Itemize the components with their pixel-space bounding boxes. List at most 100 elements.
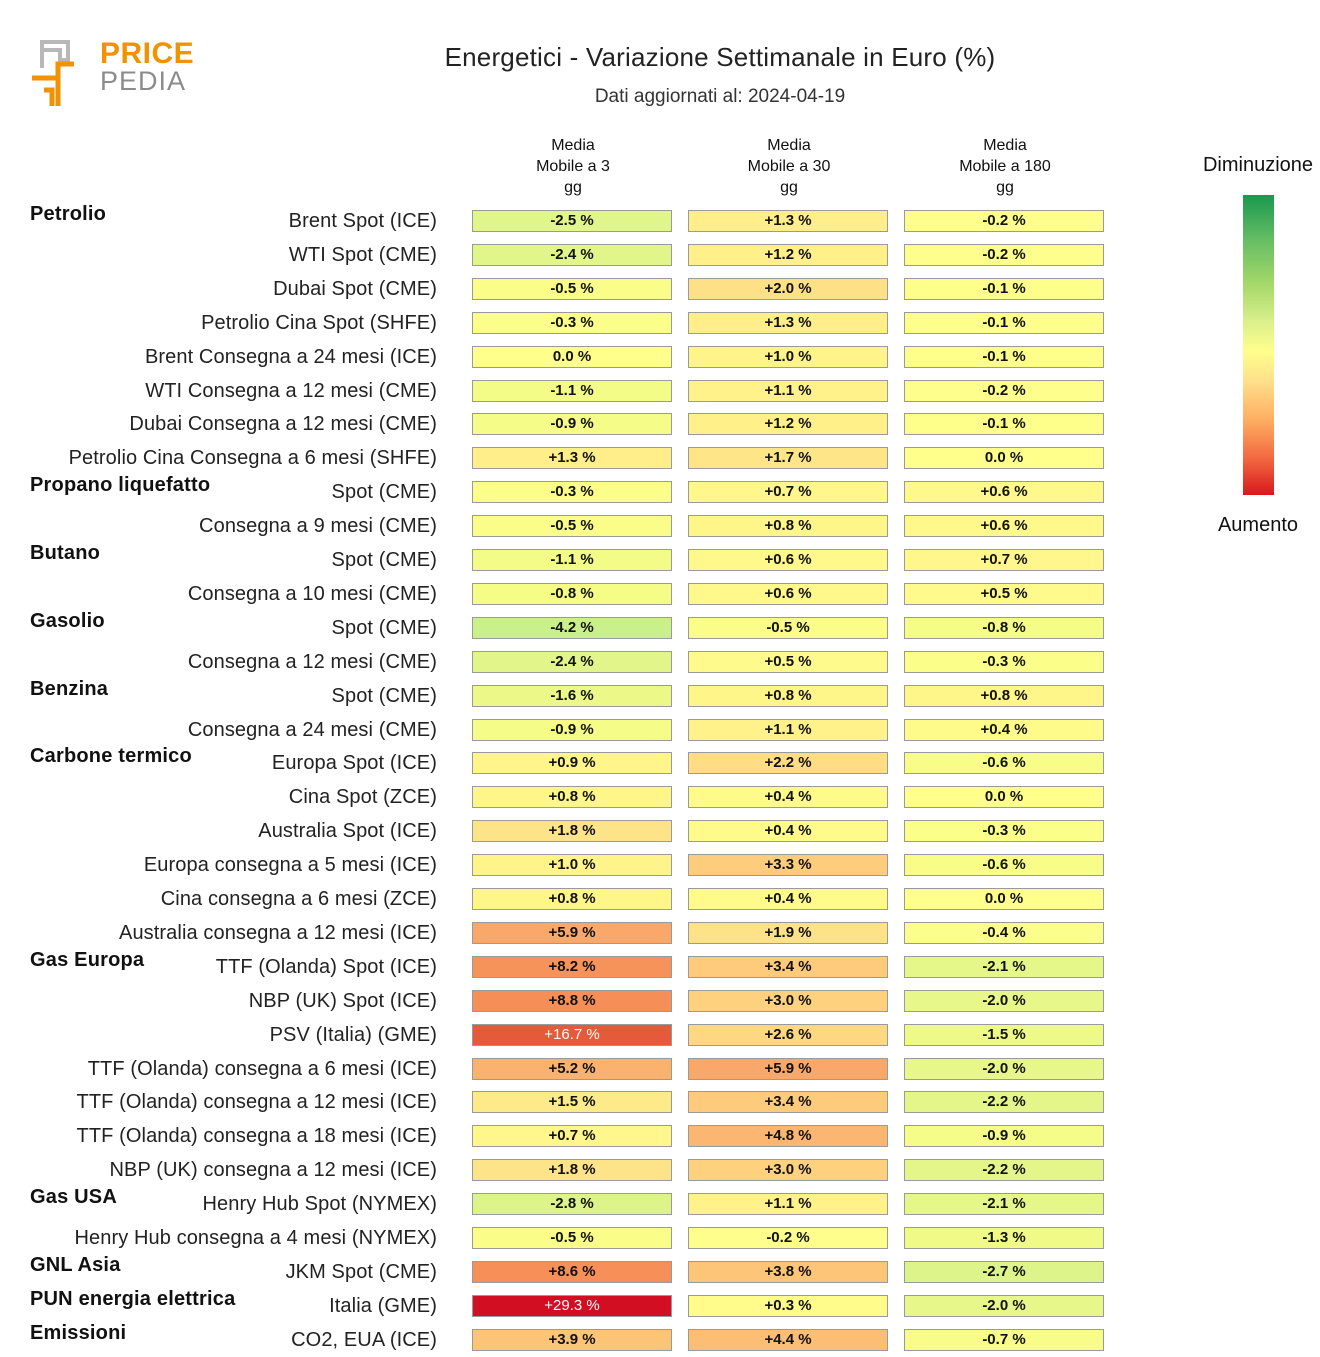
heatmap-cell: -2.0 % — [904, 989, 1104, 1012]
column-header-line: Media — [983, 137, 1027, 154]
heatmap-cell: +1.1 % — [688, 1193, 888, 1216]
column-header-line: gg — [996, 179, 1014, 196]
heatmap-cell: -2.8 % — [472, 1193, 672, 1216]
column-header-3gg: Media Mobile a 3 gg — [472, 135, 674, 198]
heatmap-cell: +5.9 % — [472, 921, 672, 944]
heatmap-cell: -2.2 % — [904, 1159, 1104, 1182]
heatmap-cell: -0.4 % — [904, 921, 1104, 944]
heatmap-cell: +0.8 % — [904, 684, 1104, 707]
heatmap-cell: +0.5 % — [688, 650, 888, 673]
heatmap-cell: -0.9 % — [472, 718, 672, 741]
logo-word-pedia: PEDIA — [100, 66, 187, 96]
heatmap-cell: -0.1 % — [904, 311, 1104, 334]
heatmap-cell: -0.6 % — [904, 854, 1104, 877]
heatmap-cell: -1.5 % — [904, 1023, 1104, 1046]
heatmap-cell: +0.4 % — [904, 718, 1104, 741]
heatmap-cell: -0.3 % — [904, 650, 1104, 673]
row-label: Cina Spot (ZCE) — [288, 786, 437, 809]
row-label: NBP (UK) consegna a 12 mesi (ICE) — [109, 1159, 437, 1182]
row-label: WTI Consegna a 12 mesi (CME) — [145, 379, 437, 402]
row-label: WTI Spot (CME) — [288, 243, 437, 266]
heatmap-cell: -0.3 % — [472, 311, 672, 334]
heatmap-cell: +0.5 % — [904, 582, 1104, 605]
heatmap-cell: +8.6 % — [472, 1260, 672, 1283]
heatmap-cell: +0.6 % — [904, 515, 1104, 538]
heatmap-cell: -2.4 % — [472, 650, 672, 673]
row-label: Brent Spot (ICE) — [288, 210, 437, 232]
heatmap-cell: -2.4 % — [472, 243, 672, 266]
chart-title: Energetici - Variazione Settimanale in E… — [444, 42, 996, 72]
chart-subtitle: Dati aggiornati al: 2024-04-19 — [594, 86, 846, 107]
heatmap-cell: -0.1 % — [904, 413, 1104, 436]
heatmap-cell: -0.2 % — [688, 1227, 888, 1249]
legend-color-scale — [1243, 195, 1274, 495]
heatmap-cell: +3.0 % — [688, 1159, 888, 1182]
heatmap-cell: +3.4 % — [688, 955, 888, 978]
group-label: Benzina — [30, 677, 109, 700]
column-header-line: Media — [767, 137, 811, 154]
heatmap-cell: -2.1 % — [904, 1193, 1104, 1216]
row-label: TTF (Olanda) consegna a 18 mesi (ICE) — [76, 1125, 437, 1148]
row-label: Henry Hub Spot (NYMEX) — [202, 1193, 437, 1216]
heatmap-cell: +0.4 % — [688, 786, 888, 809]
heatmap-cell: -0.8 % — [472, 582, 672, 605]
heatmap-cell: +1.2 % — [688, 243, 888, 266]
heatmap-cell: 0.0 % — [904, 888, 1104, 910]
heatmap-cell: +2.2 % — [688, 752, 888, 775]
heatmap-cell: -0.5 % — [472, 515, 672, 538]
heatmap-cell: +0.4 % — [688, 820, 888, 843]
heatmap-cell: +1.0 % — [688, 345, 888, 368]
row-label: Petrolio Cina Consegna a 6 mesi (SHFE) — [68, 447, 437, 470]
heatmap-cell: +0.9 % — [472, 752, 672, 775]
column-header-line: Mobile a 30 — [747, 158, 831, 175]
heatmap-cell: +1.5 % — [472, 1091, 672, 1114]
column-header-line: gg — [564, 179, 582, 196]
heatmap-cell: +5.2 % — [472, 1057, 672, 1080]
heatmap-cell: -2.0 % — [904, 1057, 1104, 1080]
heatmap-cell: +0.8 % — [472, 888, 672, 910]
row-label: Spot (CME) — [331, 684, 437, 707]
row-label: Consegna a 9 mesi (CME) — [199, 515, 437, 538]
heatmap-cell: +3.4 % — [688, 1091, 888, 1114]
row-label: Spot (CME) — [331, 549, 437, 571]
column-header-line: Mobile a 3 — [536, 158, 610, 175]
heatmap-cell: -1.1 % — [472, 549, 672, 571]
row-label: Dubai Consegna a 12 mesi (CME) — [129, 413, 437, 436]
heatmap-cell: -1.3 % — [904, 1227, 1104, 1249]
heatmap-cell: +1.7 % — [688, 447, 888, 470]
heatmap-cell: +1.0 % — [472, 854, 672, 877]
group-label: GNL Asia — [30, 1253, 121, 1276]
row-label: Consegna a 12 mesi (CME) — [187, 650, 437, 673]
heatmap-cell: -0.5 % — [472, 277, 672, 300]
legend-bottom-label: Aumento — [1217, 514, 1299, 536]
heatmap-cell: +2.0 % — [688, 277, 888, 300]
heatmap-cell: -2.5 % — [472, 210, 672, 232]
heatmap-cell: 0.0 % — [904, 447, 1104, 470]
column-header-180gg: Media Mobile a 180 gg — [904, 135, 1106, 198]
heatmap-cell: +8.8 % — [472, 989, 672, 1012]
pricepedia-logo: PRICE PEDIA — [30, 38, 200, 110]
heatmap-cell: +3.3 % — [688, 854, 888, 877]
heatmap-cell: +29.3 % — [472, 1294, 672, 1317]
heatmap-cell: -0.8 % — [904, 616, 1104, 639]
row-label: Dubai Spot (CME) — [273, 277, 437, 300]
group-label: Propano liquefatto — [30, 474, 211, 497]
group-label: Gas USA — [30, 1186, 117, 1209]
heatmap-cell: +3.8 % — [688, 1260, 888, 1283]
heatmap-cell: -0.9 % — [472, 413, 672, 436]
heatmap-cell: -2.2 % — [904, 1091, 1104, 1114]
heatmap-cell: +1.1 % — [688, 718, 888, 741]
heatmap-cell: +1.3 % — [688, 210, 888, 232]
group-label: Carbone termico — [30, 745, 192, 768]
column-header-line: gg — [780, 179, 798, 196]
heatmap-cell: -2.7 % — [904, 1260, 1104, 1283]
heatmap-cell: +0.8 % — [688, 684, 888, 707]
row-label: Consegna a 10 mesi (CME) — [187, 582, 437, 605]
row-label: Italia (GME) — [329, 1294, 437, 1317]
logo-mark-icon — [32, 40, 74, 106]
row-label: Spot (CME) — [331, 616, 437, 639]
heatmap-cell: +0.3 % — [688, 1294, 888, 1317]
heatmap-cell: +1.1 % — [688, 379, 888, 402]
heatmap-cell: +0.6 % — [904, 481, 1104, 504]
heatmap-cell: +1.2 % — [688, 413, 888, 436]
